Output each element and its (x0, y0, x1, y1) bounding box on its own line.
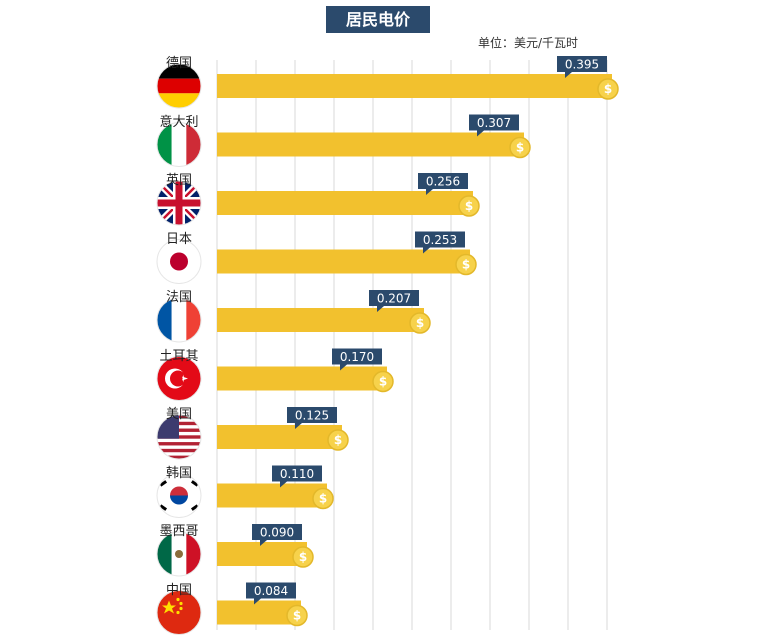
dollar-sign: $ (293, 609, 301, 623)
uk-flag-icon (156, 180, 202, 226)
value-label: 0.125 (295, 409, 329, 423)
korea-flag-icon (156, 473, 202, 518)
value-label-box (246, 582, 296, 599)
value-label: 0.307 (477, 116, 511, 130)
bar (217, 249, 470, 274)
dollar-sign: $ (465, 199, 473, 213)
dollar-sign: $ (416, 316, 424, 330)
value-label: 0.090 (260, 526, 294, 540)
bar (217, 74, 612, 98)
coin-icon (286, 604, 308, 627)
country-label: 土耳其 (159, 348, 199, 364)
value-label: 0.253 (423, 233, 457, 247)
country-label: 日本 (165, 231, 192, 247)
value-label-pointer (280, 481, 287, 488)
bar (217, 366, 387, 391)
value-label-pointer (260, 540, 267, 546)
dollar-sign: $ (299, 550, 307, 564)
usa-flag-icon (156, 414, 202, 460)
france-flag-icon (156, 297, 202, 343)
value-label-box (369, 290, 419, 306)
country-label: 法国 (165, 290, 192, 305)
value-label-box (332, 348, 382, 365)
value-label-pointer (426, 189, 433, 195)
coin-icon (597, 78, 619, 100)
value-label-pointer (254, 598, 261, 605)
coin-icon (509, 136, 531, 159)
value-label-box (469, 114, 519, 131)
value-label: 0.110 (280, 467, 314, 481)
value-label-pointer (377, 306, 384, 312)
value-label: 0.395 (565, 58, 599, 72)
dollar-sign: $ (379, 375, 387, 389)
bar (217, 132, 524, 157)
value-label-pointer (565, 72, 572, 78)
value-label-box (418, 173, 468, 189)
country-label: 英国 (165, 173, 192, 188)
bar (217, 308, 424, 332)
turkey-flag-icon (156, 356, 202, 401)
country-label: 美国 (165, 407, 192, 422)
country-label: 德国 (165, 56, 192, 71)
mexico-flag-icon (156, 531, 202, 577)
bar (217, 191, 473, 215)
coin-icon (292, 546, 314, 568)
value-label-pointer (295, 423, 302, 429)
value-label-pointer (477, 130, 484, 137)
coin-icon (455, 253, 477, 276)
italy-flag-icon (156, 122, 202, 167)
country-label: 中国 (165, 582, 192, 598)
value-label: 0.256 (426, 175, 460, 189)
value-label-box (287, 407, 337, 423)
country-label: 墨西哥 (159, 524, 199, 539)
value-label-box (557, 56, 607, 72)
china-flag-icon (156, 590, 202, 635)
country-label: 意大利 (159, 114, 199, 130)
value-label-pointer (423, 247, 430, 254)
dollar-sign: $ (319, 492, 327, 506)
coin-icon (327, 429, 349, 451)
value-label: 0.084 (254, 584, 288, 598)
value-label: 0.207 (377, 292, 411, 306)
dollar-sign: $ (334, 433, 342, 447)
dollar-sign: $ (516, 141, 524, 155)
chart-title: 居民电价 (326, 6, 430, 33)
country-label: 韩国 (165, 465, 192, 481)
value-label-box (415, 231, 465, 248)
value-label-box (252, 524, 302, 540)
bar (217, 542, 307, 566)
bar (217, 425, 342, 449)
value-label-box (272, 465, 322, 482)
dollar-sign: $ (604, 82, 612, 96)
unit-label: 单位：美元/千瓦时 (478, 36, 579, 50)
value-label-pointer (340, 364, 347, 371)
coin-icon (409, 312, 431, 334)
bar (217, 483, 327, 508)
dollar-sign: $ (462, 258, 470, 272)
germany-flag-icon (156, 63, 202, 109)
coin-icon (372, 370, 394, 393)
value-label: 0.170 (340, 350, 374, 364)
coin-icon (312, 487, 334, 510)
coin-icon (458, 195, 480, 217)
japan-flag-icon (156, 239, 202, 284)
